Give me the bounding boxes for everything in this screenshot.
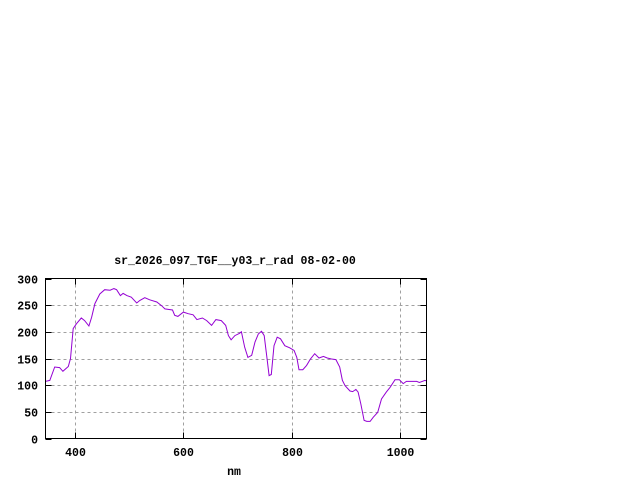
grid bbox=[45, 278, 427, 439]
x-axis-label: nm bbox=[227, 466, 241, 479]
tick-labels: 0 50 100 150 200 250 300 400 600 800 1000 bbox=[17, 275, 414, 461]
x-tick-label: 800 bbox=[282, 447, 303, 460]
y-tick-label: 150 bbox=[17, 355, 38, 368]
x-tick-label: 1000 bbox=[387, 447, 415, 460]
y-tick-label: 250 bbox=[17, 301, 38, 314]
x-tick-label: 400 bbox=[65, 447, 86, 460]
y-tick-label: 0 bbox=[31, 435, 38, 448]
series-layer bbox=[45, 288, 427, 422]
y-tick-label: 100 bbox=[17, 381, 38, 394]
y-tick-label: 50 bbox=[24, 408, 38, 421]
y-tick-label: 200 bbox=[17, 328, 38, 341]
series-line bbox=[45, 288, 427, 422]
ticks bbox=[45, 278, 427, 440]
x-tick-label: 600 bbox=[173, 447, 194, 460]
chart-title: sr_2026_097_TGF__y03_r_rad 08-02-00 bbox=[114, 255, 356, 268]
plot-frame bbox=[45, 278, 427, 439]
y-tick-label: 300 bbox=[17, 275, 38, 288]
